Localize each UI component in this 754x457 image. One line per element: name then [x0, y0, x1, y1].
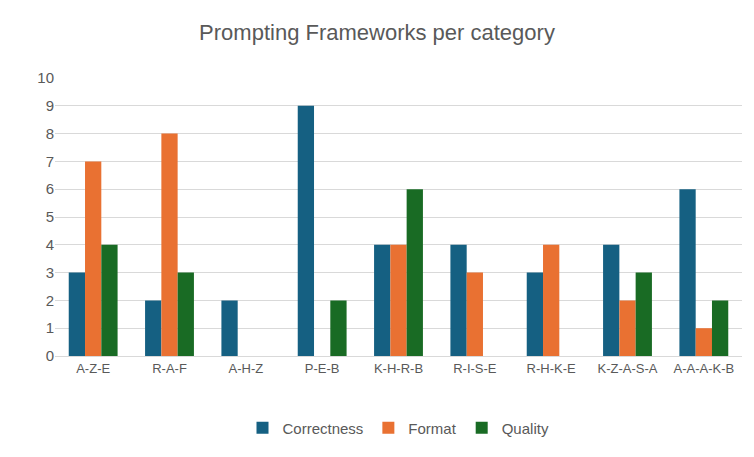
svg-text:6: 6	[46, 180, 54, 197]
svg-text:P-E-B: P-E-B	[305, 361, 340, 376]
svg-text:K-Z-A-S-A: K-Z-A-S-A	[598, 361, 658, 376]
svg-text:A-Z-E: A-Z-E	[76, 361, 110, 376]
svg-text:R-I-S-E: R-I-S-E	[453, 361, 497, 376]
svg-text:K-H-R-B: K-H-R-B	[374, 361, 423, 376]
svg-text:9: 9	[46, 97, 54, 114]
svg-text:Format: Format	[408, 420, 456, 437]
svg-text:3: 3	[46, 264, 54, 281]
svg-text:0: 0	[46, 347, 54, 364]
svg-text:4: 4	[46, 236, 54, 253]
svg-text:A-H-Z: A-H-Z	[228, 361, 263, 376]
svg-text:5: 5	[46, 208, 54, 225]
svg-text:8: 8	[46, 125, 54, 142]
svg-text:1: 1	[46, 319, 54, 336]
svg-text:Quality: Quality	[502, 420, 549, 437]
svg-text:Correctness: Correctness	[283, 420, 364, 437]
svg-text:R-A-F: R-A-F	[152, 361, 187, 376]
svg-text:R-H-K-E: R-H-K-E	[527, 361, 576, 376]
svg-text:7: 7	[46, 153, 54, 170]
svg-text:A-A-A-K-B: A-A-A-K-B	[673, 361, 734, 376]
svg-text:10: 10	[37, 69, 54, 86]
svg-text:Prompting Frameworks per categ: Prompting Frameworks per category	[199, 20, 555, 45]
svg-text:2: 2	[46, 292, 54, 309]
